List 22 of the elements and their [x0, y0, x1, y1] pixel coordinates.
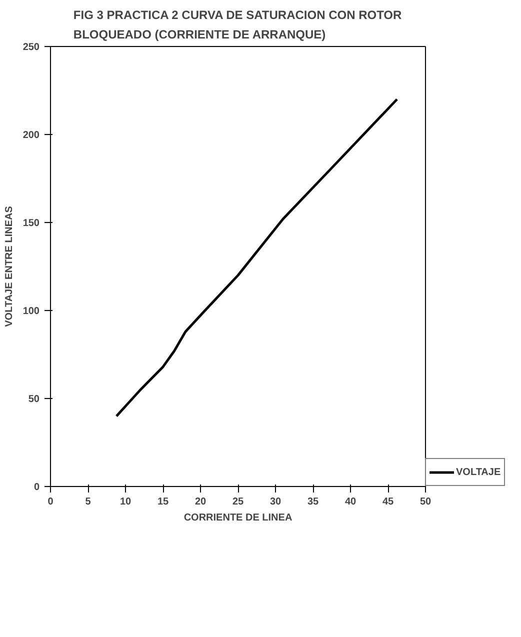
legend-label: VOLTAJE	[456, 466, 501, 478]
x-tick-label: 30	[270, 496, 282, 508]
x-tick-label: 45	[382, 496, 394, 508]
x-tick-label: 15	[157, 496, 169, 508]
x-tick-label: 40	[344, 496, 356, 508]
y-tick-label: 100	[22, 306, 40, 317]
x-tick-label: 10	[120, 496, 132, 508]
y-tick-label: 200	[22, 130, 40, 141]
line-series	[115, 98, 398, 418]
chart-title: FIG 3 PRACTICA 2 CURVA DE SATURACION CON ROTOR BLOQUEADO (CORRIENTE DE ARRANQUE)	[73, 8, 402, 42]
x-tick-label: 25	[232, 496, 244, 508]
y-tick-label: 150	[22, 218, 40, 229]
y-tick-label: 250	[22, 42, 40, 53]
y-axis-title: VOLTAJE ENTRE LINEAS	[4, 206, 15, 327]
x-tick-label: 35	[307, 496, 319, 508]
x-tick-label: 0	[48, 496, 54, 508]
y-tick-label: 50	[28, 394, 40, 405]
x-tick-label: 50	[420, 496, 432, 508]
x-tick-label: 20	[194, 496, 206, 508]
x-axis-title: CORRIENTE DE LINEA	[184, 512, 292, 524]
x-tick-label: 5	[85, 496, 92, 508]
y-tick-label: 0	[34, 482, 40, 493]
